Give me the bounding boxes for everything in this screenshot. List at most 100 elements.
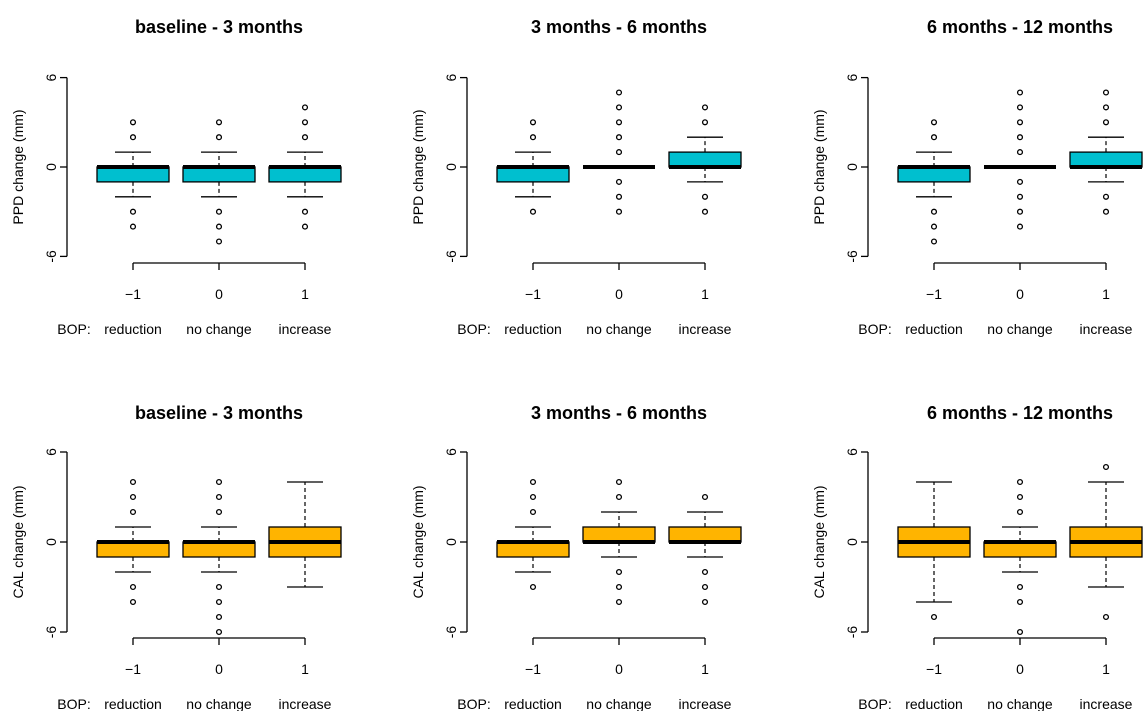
box-iqr [96,541,170,558]
y-tick-label: -6 [43,250,59,263]
outlier-point [1016,208,1024,215]
y-tick-label: 6 [844,448,860,456]
outlier-point [1016,193,1024,200]
outlier-point [215,598,223,606]
outlier-point [615,193,623,200]
x-tick-label: 1 [701,661,709,677]
outlier-point [701,119,709,126]
outlier-point [129,598,137,606]
outlier-point [1102,463,1110,471]
bop-label: increase [1080,321,1133,337]
outlier-point [215,478,223,486]
box-iqr [668,526,742,543]
box-3 [668,493,742,606]
outlier-point [1102,613,1110,621]
panel-title: 6 months - 12 months [927,17,1113,37]
outlier-point [1016,104,1024,111]
box-2 [182,478,256,636]
outlier-point [215,613,223,621]
bop-prefix: BOP: [457,321,490,337]
box-iqr [496,541,570,558]
bop-label: no change [987,321,1053,337]
outlier-point [615,208,623,215]
box-3 [1069,463,1143,621]
y-tick-label: 0 [443,538,459,546]
outlier-point [529,208,537,215]
x-tick-label: 1 [701,286,709,302]
panel-title: baseline - 3 months [135,403,303,423]
bop-prefix: BOP: [57,321,90,337]
outlier-point [1102,119,1110,126]
bop-label: increase [279,696,332,711]
box-iqr [897,166,971,183]
outlier-point [529,493,537,501]
outlier-point [1016,598,1024,606]
outlier-point [129,493,137,501]
panel-ppd-3: 6 months - 12 months 6 0 -6 PPD change (mm) −… [811,17,1143,337]
x-tick-label: −1 [926,286,942,302]
bop-label: reduction [905,321,963,337]
outlier-point [615,598,623,606]
box-1 [96,119,170,230]
bop-label: reduction [504,321,562,337]
panel-cal-2: 3 months - 6 months 6 0 -6 CAL change (mm) −1… [410,403,742,712]
box-2 [582,478,656,606]
outlier-point [215,223,223,230]
outlier-point [1102,89,1110,96]
box-3 [668,104,742,215]
outlier-point [301,134,309,141]
outlier-point [529,508,537,516]
outlier-point [615,134,623,141]
bop-label: no change [186,321,252,337]
outlier-point [615,568,623,576]
y-axis-label: CAL change (mm) [10,485,26,598]
outlier-point [529,119,537,126]
box-iqr [496,166,570,183]
outlier-point [215,628,223,636]
bop-prefix: BOP: [57,696,90,711]
y-tick-label: -6 [443,626,459,639]
bop-label: no change [987,696,1053,711]
outlier-point [215,583,223,591]
bop-label: increase [279,321,332,337]
outlier-point [615,149,623,156]
x-tick-label: −1 [926,661,942,677]
outlier-point [1016,223,1024,230]
outlier-point [1016,119,1024,126]
bop-label: reduction [104,696,162,711]
outlier-point [930,613,938,621]
x-tick-label: −1 [125,286,141,302]
outlier-point [1016,89,1024,96]
outlier-point [930,223,938,230]
outlier-point [1016,149,1024,156]
outlier-point [529,583,537,591]
x-tick-label: 1 [301,661,309,677]
x-tick-label: 0 [615,661,623,677]
y-tick-label: -6 [43,626,59,639]
outlier-point [1016,134,1024,141]
outlier-point [615,119,623,126]
box-iqr [668,151,742,168]
outlier-point [615,104,623,111]
box-2 [984,89,1056,230]
panel-ppd-1: baseline - 3 months 6 0 -6 PPD change (mm) −1… [10,17,342,337]
box-iqr [268,166,342,183]
y-axis-label: PPD change (mm) [10,109,26,224]
panel-title: 3 months - 6 months [531,17,707,37]
outlier-point [701,193,709,200]
outlier-point [215,134,223,141]
box-iqr [182,166,256,183]
outlier-point [215,238,223,245]
y-tick-label: 6 [43,448,59,456]
bop-label: reduction [905,696,963,711]
panel-cal-1: baseline - 3 months 6 0 -6 CAL change (mm) −1… [10,403,342,712]
y-tick-label: 0 [43,163,59,171]
outlier-point [129,119,137,126]
outlier-point [615,89,623,96]
y-tick-label: 6 [43,73,59,81]
outlier-point [215,493,223,501]
bop-label: no change [586,321,652,337]
panel-title: baseline - 3 months [135,17,303,37]
